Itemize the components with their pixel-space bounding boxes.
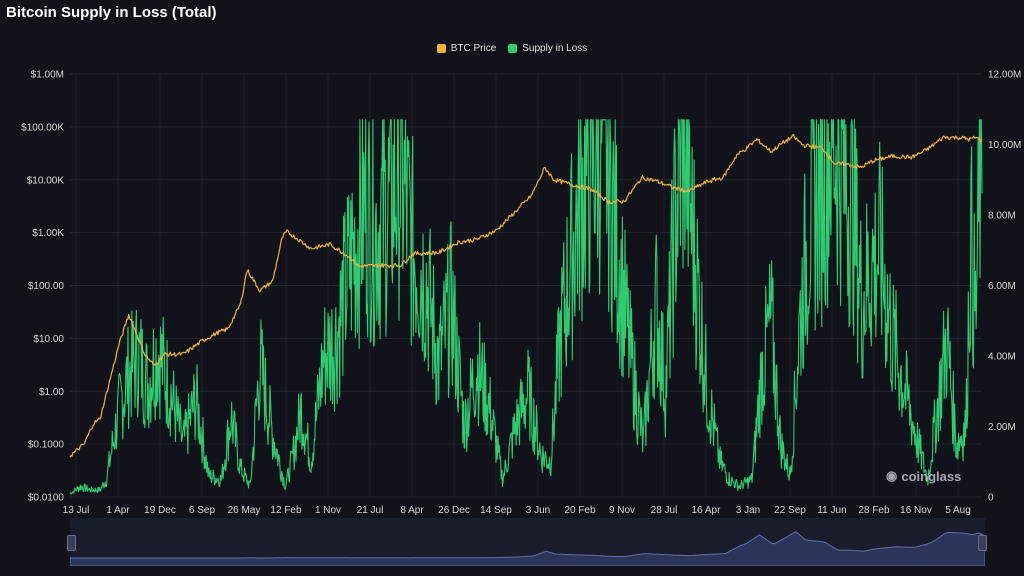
y-left-tick-label: $1.00 — [39, 387, 64, 398]
legend: BTC Price Supply in Loss — [0, 43, 1024, 54]
legend-swatch-btc-price — [436, 44, 446, 53]
y-axis-left: $0.0100 $0.1000 $1.00 $10.00 $100.00 $1.00K $1… — [21, 70, 64, 504]
watermark-text: coinglass — [901, 468, 962, 484]
y-left-tick-label: $0.0100 — [28, 493, 65, 504]
x-tick-label: 3 Jan — [736, 505, 760, 515]
y-right-tick-label: 10.00M — [988, 140, 1021, 151]
x-tick-label: 26 May — [228, 505, 261, 515]
x-tick-label: 13 Jul — [63, 505, 90, 515]
y-left-tick-label: $10.00 — [33, 334, 64, 345]
chart-area[interactable]: $0.0100 $0.1000 $1.00 $10.00 $100.00 $1.00K $1… — [0, 0, 1024, 516]
y-left-tick-label: $100.00K — [21, 122, 64, 133]
chart-title: Bitcoin Supply in Loss (Total) — [6, 4, 217, 21]
x-tick-label: 19 Dec — [144, 505, 176, 515]
y-left-tick-label: $100.00 — [28, 281, 65, 292]
navigator-overview[interactable] — [70, 518, 985, 566]
watermark: ◉ coinglass — [886, 468, 961, 484]
x-axis: 13 Jul 1 Apr 19 Dec 6 Sep 26 May 12 Feb 1 Nov 2… — [63, 505, 971, 515]
y-right-tick-label: 4.00M — [988, 352, 1016, 363]
legend-label-supply-in-loss: Supply in Loss — [522, 43, 588, 54]
navigator-right-handle[interactable] — [978, 535, 987, 551]
x-tick-label: 3 Jun — [526, 505, 550, 515]
x-tick-label: 6 Sep — [189, 505, 216, 515]
series-supply-in-loss — [69, 119, 983, 495]
y-right-tick-label: 12.00M — [988, 70, 1021, 81]
grid — [70, 73, 982, 498]
y-right-tick-label: 6.00M — [988, 281, 1016, 292]
legend-item-supply-in-loss[interactable]: Supply in Loss — [508, 43, 587, 54]
y-right-tick-label: 8.00M — [988, 211, 1016, 222]
x-tick-label: 28 Jul — [651, 505, 678, 515]
y-right-tick-label: 0 — [988, 493, 994, 504]
y-left-tick-label: $10.00K — [27, 175, 65, 186]
x-tick-label: 16 Apr — [692, 505, 722, 515]
x-tick-label: 1 Apr — [106, 505, 130, 515]
y-left-tick-label: $0.1000 — [28, 440, 65, 451]
legend-swatch-supply-in-loss — [508, 44, 518, 53]
x-tick-label: 21 Jul — [357, 505, 384, 515]
range-navigator[interactable] — [67, 518, 987, 566]
supply-in-loss-line — [69, 119, 983, 495]
x-tick-label: 14 Sep — [480, 505, 512, 515]
x-tick-label: 11 Jun — [817, 505, 846, 515]
x-tick-label: 16 Nov — [900, 505, 932, 515]
y-left-tick-label: $1.00K — [32, 228, 64, 239]
legend-label-btc-price: BTC Price — [450, 43, 497, 54]
x-tick-label: 26 Dec — [438, 505, 470, 515]
y-left-tick-label: $1.00M — [31, 70, 64, 81]
x-tick-label: 22 Sep — [774, 505, 806, 515]
x-tick-label: 1 Nov — [315, 505, 341, 515]
coinglass-logo-icon: ◉ — [886, 468, 898, 483]
btc-price-line — [69, 133, 983, 458]
x-tick-label: 28 Feb — [858, 505, 890, 515]
legend-item-btc-price[interactable]: BTC Price — [436, 43, 497, 54]
x-tick-label: 8 Apr — [400, 505, 424, 515]
series-btc-price — [69, 133, 983, 458]
navigator-price-area — [70, 530, 985, 566]
navigator-left-handle[interactable] — [67, 535, 76, 551]
x-tick-label: 9 Nov — [609, 505, 635, 515]
y-right-tick-label: 2.00M — [988, 422, 1016, 433]
y-axis-right: 0 2.00M 4.00M 6.00M 8.00M 10.00M 12.00M — [988, 70, 1021, 504]
x-tick-label: 12 Feb — [270, 505, 302, 515]
x-tick-label: 20 Feb — [564, 505, 596, 515]
x-tick-label: 5 Aug — [945, 505, 971, 515]
